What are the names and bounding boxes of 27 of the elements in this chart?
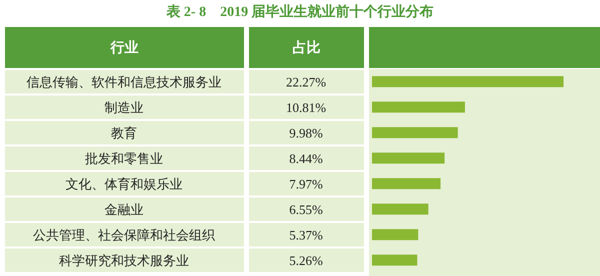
y-tick-label: 批发和零售业	[85, 150, 163, 166]
bar	[372, 102, 465, 113]
bar	[372, 229, 418, 240]
bar	[372, 152, 445, 164]
chart-title: 表 2- 8 2019 届毕业生就业前十个行业分布	[165, 3, 435, 22]
y-tick-label: 金融业	[104, 202, 144, 217]
y-axis-title: 行业	[5, 27, 244, 68]
y-tick-label: 文化、体育和娱乐业	[66, 176, 182, 192]
y-tick-label: 制造业	[104, 100, 144, 115]
data-label: 5.26%	[289, 252, 323, 268]
data-label: 5.37%	[289, 227, 323, 242]
x-axis-title: 占比	[249, 27, 364, 68]
bar	[372, 178, 441, 190]
data-label: 22.27%	[286, 74, 326, 90]
bar	[372, 254, 418, 266]
data-label: 10.81%	[286, 100, 326, 115]
bar	[372, 127, 458, 138]
data-label: 7.97%	[289, 176, 323, 192]
y-tick-label: 信息传输、软件和信息技术服务业	[26, 74, 222, 90]
y-tick-label: 公共管理、社会保障和社会组织	[33, 227, 215, 242]
y-tick-label: 教育	[111, 125, 137, 140]
y-tick-label: 科学研究和技术服务业	[59, 252, 189, 268]
bar	[372, 76, 564, 88]
bar	[372, 204, 428, 215]
data-label: 9.98%	[289, 125, 323, 140]
data-label: 6.55%	[289, 202, 323, 217]
data-label: 8.44%	[289, 150, 323, 166]
